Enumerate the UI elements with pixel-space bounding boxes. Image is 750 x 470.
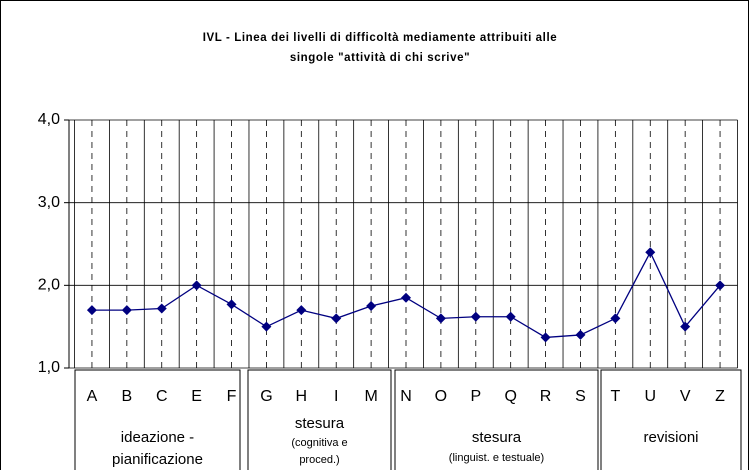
x-tick-label: P <box>470 388 481 405</box>
data-point <box>505 311 516 322</box>
x-tick-label: O <box>435 388 447 405</box>
x-tick-label: Q <box>504 388 516 405</box>
data-point <box>226 299 237 310</box>
chart-title: singole "attività di chi scrive" <box>290 52 470 64</box>
group-label: stesura <box>295 415 345 432</box>
group-label: pianificazione <box>112 451 203 468</box>
group-box <box>600 369 742 470</box>
x-tick-label: T <box>610 388 620 405</box>
data-point <box>540 332 551 343</box>
y-tick-label: 1,0 <box>38 359 60 376</box>
group-box <box>74 369 241 470</box>
y-tick-label: 3,0 <box>38 194 60 211</box>
data-point <box>715 280 726 291</box>
data-point <box>680 321 691 332</box>
group-label: ideazione - <box>121 429 194 446</box>
group-box <box>394 369 599 470</box>
group-label: proced.) <box>299 454 339 466</box>
y-tick-label: 2,0 <box>38 277 60 294</box>
group-label: (cognitiva e <box>291 437 347 449</box>
data-point <box>435 313 446 324</box>
x-tick-label: B <box>122 388 133 405</box>
data-point <box>645 247 656 258</box>
x-tick-label: R <box>540 388 552 405</box>
y-tick-label: 4,0 <box>38 111 60 128</box>
group-box <box>247 369 392 470</box>
data-point <box>261 321 272 332</box>
x-tick-label: E <box>191 388 202 405</box>
data-point <box>366 301 377 311</box>
x-tick-label: A <box>87 388 98 405</box>
group-label: (linguist. e testuale) <box>449 452 544 464</box>
data-point <box>401 292 411 303</box>
x-tick-label: U <box>644 388 656 405</box>
group-label: revisioni <box>643 429 698 446</box>
x-tick-label: C <box>156 388 168 405</box>
x-tick-label: G <box>260 388 272 405</box>
x-tick-label: M <box>364 388 377 405</box>
data-point <box>156 303 167 314</box>
data-point <box>121 305 132 316</box>
data-point <box>191 280 202 291</box>
x-tick-label: S <box>575 388 586 405</box>
data-point <box>470 311 481 322</box>
chart-title: IVL - Linea dei livelli di difficoltà me… <box>203 32 558 44</box>
x-tick-label: Z <box>715 388 725 405</box>
data-point <box>575 329 586 340</box>
data-point <box>296 305 307 316</box>
x-tick-label: V <box>680 388 691 405</box>
group-label: stesura <box>472 429 522 446</box>
data-point <box>610 313 621 324</box>
x-tick-label: F <box>227 388 237 405</box>
x-tick-label: I <box>334 388 338 405</box>
x-tick-label: H <box>296 388 308 405</box>
data-point <box>86 305 97 316</box>
data-point <box>331 313 342 324</box>
x-tick-label: N <box>400 388 412 405</box>
